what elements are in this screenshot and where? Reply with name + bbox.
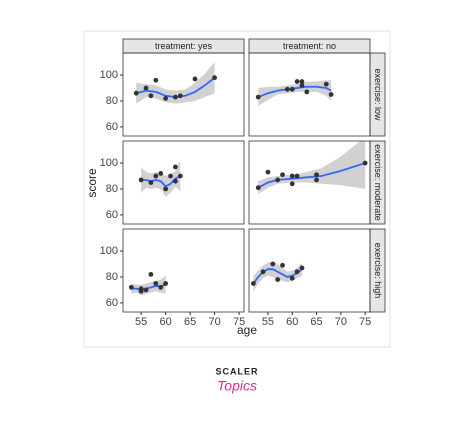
point xyxy=(163,95,169,101)
point xyxy=(168,173,173,179)
point xyxy=(173,94,178,100)
point xyxy=(294,173,300,179)
strip-label: treatment: no xyxy=(283,41,336,51)
point xyxy=(255,94,261,100)
point xyxy=(304,89,310,95)
x-tick-label: 70 xyxy=(335,316,347,328)
strip-label: exercise: low xyxy=(373,68,383,121)
y-tick-label: 100 xyxy=(100,69,118,81)
point xyxy=(133,90,139,96)
point xyxy=(143,85,149,91)
point xyxy=(148,180,154,185)
point xyxy=(289,173,295,179)
point xyxy=(270,261,276,267)
point xyxy=(289,86,295,92)
point xyxy=(299,83,305,88)
point xyxy=(158,171,164,176)
point xyxy=(284,86,290,92)
x-tick-label: 60 xyxy=(159,316,171,328)
point xyxy=(250,281,256,286)
point xyxy=(128,284,134,290)
point xyxy=(163,186,169,192)
y-tick-label: 80 xyxy=(106,95,118,107)
logo-brand: SCALER xyxy=(215,366,258,376)
x-tick-label: 55 xyxy=(135,316,147,328)
point xyxy=(177,173,183,179)
fit-line xyxy=(257,85,332,98)
point xyxy=(153,281,159,286)
point xyxy=(265,169,271,175)
confidence-band xyxy=(253,261,302,292)
point xyxy=(280,172,285,178)
x-tick-label: 65 xyxy=(310,316,322,328)
point xyxy=(212,75,218,81)
point xyxy=(299,79,305,84)
strip-label: exercise: high xyxy=(373,243,383,299)
point xyxy=(153,173,159,179)
panel-border xyxy=(248,228,371,313)
point xyxy=(173,178,178,184)
point xyxy=(299,265,305,271)
point xyxy=(362,160,368,166)
x-tick-label: 75 xyxy=(233,316,245,328)
point xyxy=(177,93,183,99)
point xyxy=(138,177,144,183)
point xyxy=(138,288,144,294)
y-tick-label: 60 xyxy=(106,209,118,221)
y-tick-label: 80 xyxy=(106,183,118,195)
point xyxy=(148,271,154,277)
y-tick-label: 60 xyxy=(106,121,118,133)
y-tick-label: 60 xyxy=(106,297,118,309)
logo-sub: Topics xyxy=(217,378,257,394)
panel-border xyxy=(122,52,245,137)
point xyxy=(153,77,159,83)
x-tick-label: 75 xyxy=(359,316,371,328)
point xyxy=(294,269,300,275)
x-axis-title: age xyxy=(237,323,257,337)
y-axis-title: score xyxy=(85,168,99,198)
confidence-band xyxy=(141,160,181,197)
confidence-band xyxy=(258,141,366,195)
y-tick-label: 80 xyxy=(106,271,118,283)
x-tick-label: 55 xyxy=(262,316,274,328)
point xyxy=(294,79,300,84)
panel-border xyxy=(122,228,245,313)
fit-line xyxy=(257,162,366,189)
point xyxy=(275,277,281,282)
point xyxy=(158,284,164,290)
frame xyxy=(83,30,391,348)
point xyxy=(280,262,285,268)
point xyxy=(255,185,261,191)
y-tick-label: 100 xyxy=(100,157,118,169)
point xyxy=(289,181,295,187)
point xyxy=(328,92,334,97)
point xyxy=(314,172,319,178)
point xyxy=(275,177,281,183)
y-tick-label: 100 xyxy=(100,245,118,257)
point xyxy=(314,177,319,183)
point xyxy=(148,93,154,99)
point xyxy=(143,287,149,293)
panel-border xyxy=(122,140,245,225)
panel-border xyxy=(248,140,371,225)
strip-label: exercise: moderate xyxy=(373,144,383,221)
strip-label: treatment: yes xyxy=(155,41,213,51)
x-tick-label: 65 xyxy=(184,316,196,328)
point xyxy=(289,275,295,281)
point xyxy=(260,269,266,275)
point xyxy=(173,164,178,170)
point xyxy=(192,76,198,82)
panel-border xyxy=(248,52,371,137)
x-tick-label: 70 xyxy=(208,316,220,328)
point xyxy=(163,281,169,286)
x-tick-label: 60 xyxy=(286,316,298,328)
confidence-band xyxy=(136,62,215,104)
point xyxy=(323,81,329,87)
